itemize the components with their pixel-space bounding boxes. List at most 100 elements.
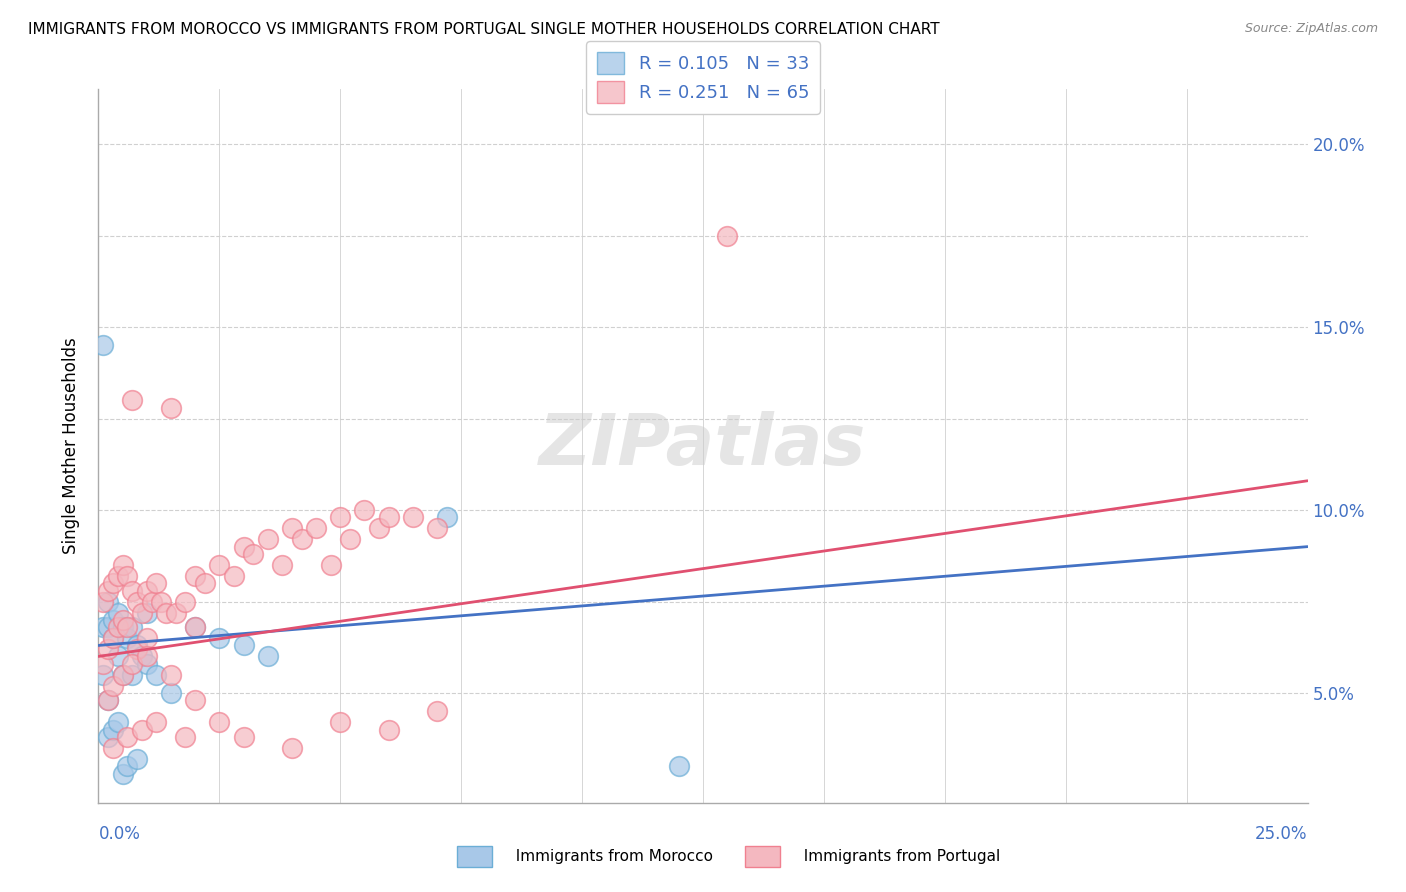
Point [184,620,207,634]
Point [127,752,149,766]
Point [127,594,149,608]
Text: Immigrants from Portugal: Immigrants from Portugal [794,849,1001,863]
Point [97,583,120,598]
Point [271,558,294,572]
Point [131,606,153,620]
Point [150,594,173,608]
Point [117,631,139,645]
Point [377,510,399,524]
Point [111,620,134,634]
Point [426,704,449,718]
Point [101,631,124,645]
Point [121,657,143,671]
Y-axis label: Single Mother Households: Single Mother Households [62,338,80,554]
Point [135,606,157,620]
Point [160,667,183,681]
Point [426,521,449,535]
Point [111,558,134,572]
Point [111,667,134,681]
Point [117,759,139,773]
Point [402,510,425,524]
Point [145,715,167,730]
Point [368,521,391,535]
Point [208,715,231,730]
Point [101,740,124,755]
Point [208,558,231,572]
Point [339,533,361,547]
Point [97,730,120,744]
Point [91,667,114,681]
Point [97,620,120,634]
Point [97,693,120,707]
Text: 0.0%: 0.0% [98,825,141,843]
Point [101,631,124,645]
Text: 25.0%: 25.0% [1256,825,1308,843]
Point [145,576,167,591]
Point [111,613,134,627]
Point [101,723,124,737]
Point [281,740,304,755]
Point [165,606,187,620]
Point [111,766,134,780]
Point [97,594,120,608]
Text: IMMIGRANTS FROM MOROCCO VS IMMIGRANTS FROM PORTUGAL SINGLE MOTHER HOUSEHOLDS COR: IMMIGRANTS FROM MOROCCO VS IMMIGRANTS FR… [28,22,939,37]
Point [256,649,278,664]
Point [131,649,153,664]
Point [184,569,207,583]
Text: Source: ZipAtlas.com: Source: ZipAtlas.com [1244,22,1378,36]
Point [290,533,312,547]
Point [107,620,129,634]
Legend: R = 0.105   N = 33, R = 0.251   N = 65: R = 0.105 N = 33, R = 0.251 N = 65 [586,41,820,114]
Point [222,569,245,583]
Point [121,620,143,634]
Point [436,510,458,524]
Point [184,693,207,707]
Point [194,576,217,591]
Point [353,503,375,517]
Point [135,649,157,664]
Text: ZIPatlas: ZIPatlas [540,411,866,481]
Point [91,338,114,352]
Point [111,667,134,681]
Point [160,686,183,700]
Point [377,723,399,737]
Point [141,594,163,608]
Point [184,620,207,634]
Point [319,558,342,572]
Point [174,730,197,744]
Point [135,657,157,671]
Point [97,642,120,657]
Point [160,401,183,415]
Point [716,228,738,243]
Point [145,667,167,681]
Point [135,631,157,645]
Point [131,723,153,737]
Point [97,693,120,707]
Point [101,679,124,693]
Point [232,540,254,554]
Point [101,613,124,627]
Point [305,521,328,535]
Point [107,606,129,620]
Point [329,510,352,524]
Text: Immigrants from Morocco: Immigrants from Morocco [506,849,713,863]
Point [232,730,254,744]
Point [232,639,254,653]
Point [107,715,129,730]
Point [121,667,143,681]
Point [242,547,264,561]
Point [281,521,304,535]
Point [117,730,139,744]
Point [121,393,143,408]
Point [121,583,143,598]
Point [668,759,690,773]
Point [174,594,197,608]
Point [208,631,231,645]
Point [329,715,352,730]
Point [91,594,114,608]
Point [117,620,139,634]
Point [135,583,157,598]
Point [107,649,129,664]
Point [101,576,124,591]
Point [127,639,149,653]
